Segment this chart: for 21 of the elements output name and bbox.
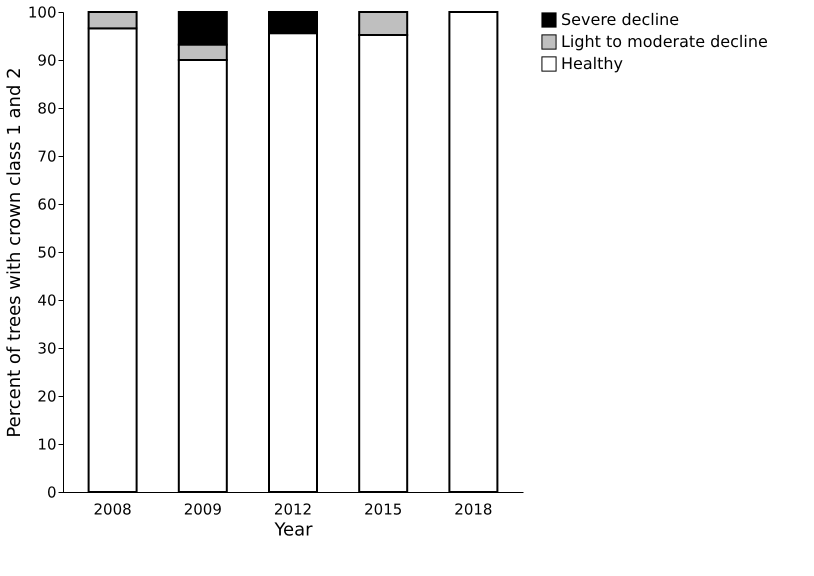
- y-tick-label: 60: [37, 196, 56, 214]
- y-tick-label: 40: [37, 292, 56, 310]
- y-tick-label: 80: [37, 100, 56, 118]
- y-tick-label: 100: [28, 4, 56, 22]
- y-tick-label: 90: [37, 52, 56, 70]
- x-tick-label: 2008: [94, 500, 132, 518]
- y-tick-label: 10: [37, 436, 56, 454]
- x-tick-label: 2012: [274, 500, 312, 518]
- y-tick-label: 70: [37, 148, 56, 166]
- y-tick-label: 0: [46, 484, 56, 502]
- y-tick-label: 30: [37, 340, 56, 358]
- x-axis-title: Year: [273, 520, 314, 540]
- y-tick-label: 20: [37, 388, 56, 406]
- x-tick-label: 2015: [364, 500, 402, 518]
- x-tick-label: 2018: [454, 500, 492, 518]
- legend-label: Healthy: [561, 54, 624, 73]
- x-tick-label: 2009: [184, 500, 222, 518]
- legend-label: Light to moderate decline: [561, 32, 768, 51]
- y-axis-title: Percent of trees with crown class 1 and 2: [4, 67, 25, 438]
- legend-label: Severe decline: [561, 10, 680, 29]
- y-tick-label: 50: [37, 244, 56, 262]
